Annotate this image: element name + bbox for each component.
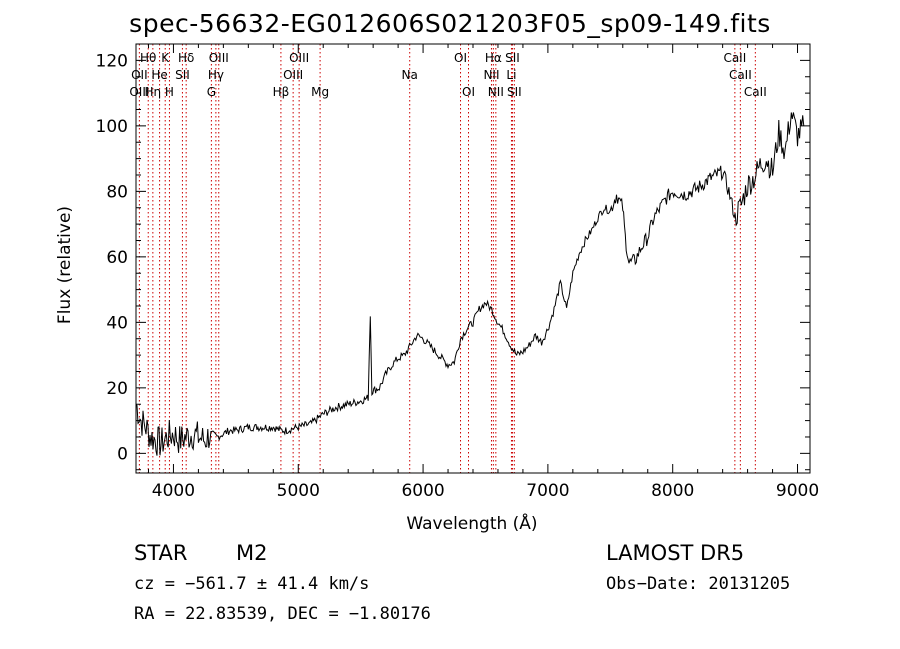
subclass: M2 <box>236 541 268 565</box>
spectral-line-label: CaII <box>729 68 752 82</box>
spectral-line-label: OIII <box>289 51 309 65</box>
x-axis-label: Wavelength (Å) <box>406 512 537 534</box>
y-tick-label: 0 <box>117 444 128 464</box>
spectral-line-label: SII <box>507 85 522 99</box>
y-tick-label: 40 <box>106 313 128 333</box>
spectral-line-label: Mg <box>311 85 329 99</box>
y-axis-label: Flux (relative) <box>55 206 75 324</box>
x-tick-label: 6000 <box>401 481 444 501</box>
survey-name: LAMOST DR5 <box>606 541 745 565</box>
spectral-line-label: OIII <box>209 51 229 65</box>
x-tick-label: 5000 <box>277 481 320 501</box>
spectral-line-label: OII <box>131 68 148 82</box>
spectral-line-label: Na <box>402 68 418 82</box>
plot-frame <box>135 43 811 474</box>
object-type: STAR <box>134 541 188 565</box>
spectral-line-label: OI <box>462 85 475 99</box>
spectral-line-label: OI <box>454 51 467 65</box>
y-tick-label: 120 <box>96 51 128 71</box>
y-tick-label: 60 <box>106 248 128 268</box>
spectral-line-label: SII <box>175 68 190 82</box>
spectral-line-label: Li <box>506 68 516 82</box>
x-tick-label: 8000 <box>651 481 694 501</box>
x-tick-label: 9000 <box>776 481 819 501</box>
spectral-line-label: G <box>207 85 216 99</box>
observation-date: Obs−Date: 20131205 <box>606 574 791 594</box>
y-tick-label: 100 <box>96 117 128 137</box>
y-tick-label: 20 <box>106 379 128 399</box>
x-tick-label: 4000 <box>152 481 195 501</box>
spectral-line-label: H <box>165 85 174 99</box>
spectral-line-label: Hδ <box>178 51 194 65</box>
sky-coordinates: RA = 22.83539, DEC = −1.80176 <box>134 604 431 624</box>
spectral-line-label: CaII <box>723 51 746 65</box>
spectral-line-markers <box>138 44 756 473</box>
spectral-line-label: NII <box>488 85 504 99</box>
y-tick-label: 80 <box>106 182 128 202</box>
spectral-line-label: K <box>161 51 170 65</box>
redshift-velocity: cz = −561.7 ± 41.4 km/s <box>134 574 370 594</box>
spectrum-series <box>135 112 805 456</box>
spectral-line-label: SII <box>505 51 520 65</box>
spectral-line-label: Hβ <box>273 85 290 99</box>
spectral-line-label: Hα <box>485 51 502 65</box>
spectral-line-label: He <box>151 68 167 82</box>
spectral-line-label: Hγ <box>208 68 224 82</box>
x-tick-label: 7000 <box>526 481 569 501</box>
chart-title: spec-56632-EG012606S021203F05_sp09-149.f… <box>129 9 771 38</box>
axes: 4000 5000 6000 7000 8000 9000 0 20 40 60 80 100 120 <box>96 43 819 501</box>
spectral-line-label: Hη <box>145 85 162 99</box>
spectrum-line <box>135 112 805 456</box>
spectral-line-label: CaII <box>744 85 767 99</box>
spectral-line-label: OIII <box>283 68 303 82</box>
spectral-line-label: NII <box>483 68 499 82</box>
spectral-line-label: Hθ <box>140 51 156 65</box>
spectral-line-label: OIII <box>129 85 149 99</box>
